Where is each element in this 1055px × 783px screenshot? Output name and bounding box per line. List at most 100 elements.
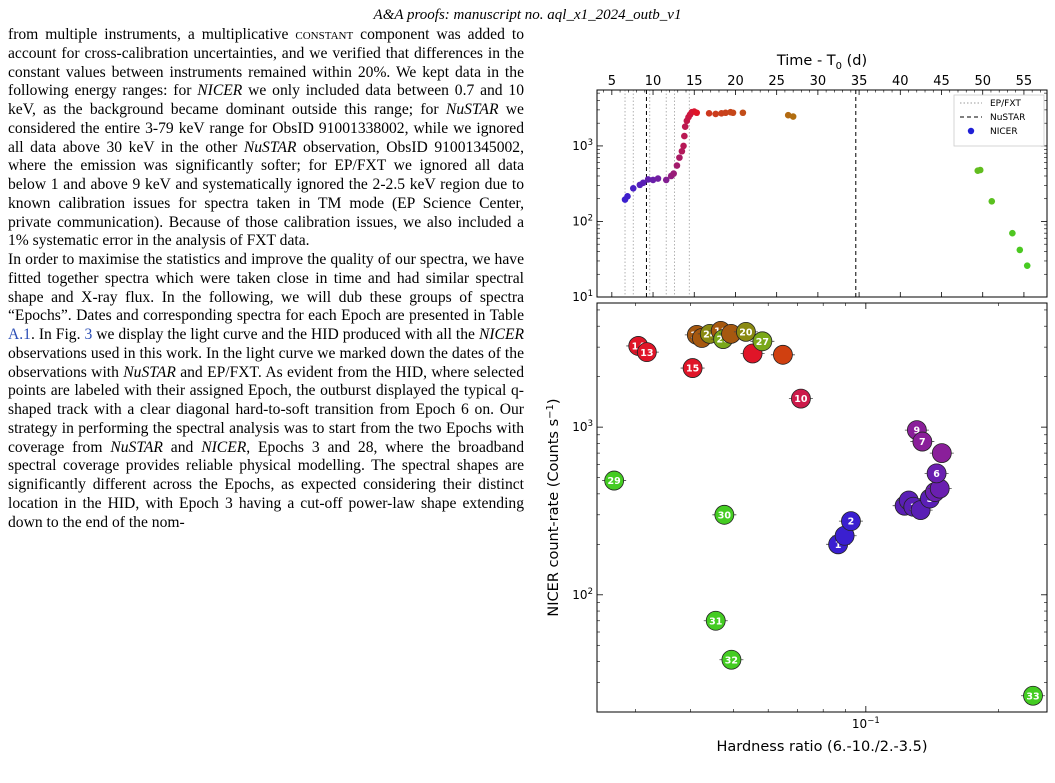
- hid-marker: [714, 504, 735, 525]
- text-run: and: [162, 438, 202, 456]
- paragraph-2: In order to maximise the statistics and …: [8, 251, 524, 532]
- epoch-label: 28: [717, 335, 731, 346]
- light-curve-panel: 5 10 15 20 25 30 35 40 45 50 55 Time - T0 (d) 101 102…: [572, 53, 1048, 304]
- nicer-data-point: [1009, 229, 1016, 237]
- instrument-name: NuSTAR: [123, 363, 176, 381]
- legend-nicer-marker: [967, 127, 975, 135]
- hid-marker: [773, 344, 793, 365]
- y-tick-label: 101: [572, 289, 593, 304]
- nicer-data-point: [681, 132, 688, 140]
- epoch-label: 29: [608, 476, 621, 487]
- legend-box: [953, 94, 1045, 147]
- hid-data-point: 32: [719, 649, 744, 670]
- hid-panel: 291413151624182820271031303212356973310−…: [545, 302, 1048, 755]
- body-text: from multiple instruments, a multiplicat…: [8, 26, 524, 532]
- nicer-data-point: [670, 170, 677, 177]
- hid-data-point: 30: [712, 504, 737, 525]
- text-run: , Epochs 3 and 28, where the broadband s…: [8, 438, 524, 531]
- x-tick-label: 45: [933, 74, 950, 89]
- hid-marker: [604, 470, 625, 491]
- epoch-label: 30: [718, 510, 732, 521]
- nicer-data-point: [654, 175, 662, 182]
- y-tick-label: 103: [572, 419, 593, 434]
- nicer-data-point: [1023, 262, 1031, 269]
- legend-label: NuSTAR: [990, 113, 1025, 123]
- x-tick-label: 35: [851, 74, 868, 89]
- light-curve-legend: EP/FXT NuSTAR NICER: [953, 94, 1045, 147]
- text-run: observation, ObsID 91001345002, where th…: [8, 138, 525, 250]
- nicer-data-point: [649, 176, 657, 184]
- text-run: we display the light curve and the HID p…: [92, 326, 479, 343]
- figure-3: 5 10 15 20 25 30 35 40 45 50 55 Time - T0 (d) 101 102…: [538, 48, 1055, 778]
- hid-data-point: 13: [634, 342, 659, 363]
- hid-marker: [636, 342, 657, 363]
- hid-marker: [752, 331, 773, 352]
- running-head: A&A proofs: manuscript no. aql_x1_2024_o…: [0, 6, 1055, 24]
- x-tick-label: 10: [645, 74, 662, 89]
- text-run: we considered the entire 3-79 keV range …: [8, 101, 524, 156]
- text-run: we only included data between 0.7 and 10…: [8, 82, 525, 118]
- legend-label: NICER: [990, 127, 1018, 137]
- hid-marker: [1023, 685, 1043, 706]
- light-curve-frame: [596, 89, 1048, 298]
- hid-data-point: 27: [750, 331, 775, 352]
- epoch-label: 7: [919, 437, 926, 448]
- x-tick-label: 20: [727, 74, 744, 89]
- hid-frame: [596, 302, 1048, 713]
- epoch-label: 9: [914, 426, 921, 437]
- cross-reference[interactable]: 3: [84, 326, 93, 343]
- nicer-data-point: [712, 110, 719, 118]
- epoch-label: 6: [933, 469, 940, 480]
- x-tick-label: 50: [974, 74, 991, 89]
- model-component: constant: [295, 26, 354, 43]
- text-run: from multiple instruments, a multiplicat…: [8, 26, 296, 43]
- epoch-label: 15: [686, 364, 699, 375]
- epoch-label: 1: [835, 540, 842, 551]
- hid-marker: [931, 443, 952, 464]
- hid-data-point: 20: [733, 321, 758, 342]
- hid-x-label: Hardness ratio (6.-10./2.-3.5): [716, 739, 927, 755]
- nicer-data-point: [662, 176, 670, 184]
- nicer-data-point: [639, 179, 647, 187]
- hid-y-label: NICER count-rate (Counts s−1): [545, 398, 562, 616]
- hid-marker: [705, 610, 726, 631]
- hid-data-point: 2: [838, 511, 863, 532]
- cross-reference[interactable]: A.1: [8, 326, 31, 343]
- epoch-label: 24: [703, 329, 717, 340]
- instrument-name: NICER: [478, 326, 524, 343]
- nicer-data-point: [988, 197, 996, 205]
- hid-data-point: [832, 525, 857, 546]
- epoch-label: 20: [739, 327, 753, 338]
- y-tick-label: 103: [572, 138, 593, 153]
- nicer-data-point: [722, 109, 729, 117]
- nicer-data-point: [789, 113, 797, 120]
- nicer-data-point: [673, 162, 681, 169]
- legend-label: EP/FXT: [990, 99, 1021, 109]
- hid-marker: [912, 431, 933, 452]
- instrument-name: NuSTAR: [445, 101, 499, 118]
- y-tick-label: 102: [572, 587, 593, 602]
- y-tick-label: 102: [572, 213, 593, 228]
- hid-marker: [721, 649, 742, 670]
- nicer-data-point: [624, 193, 631, 200]
- hid-data-point: [770, 344, 795, 365]
- nicer-data-point: [681, 123, 689, 130]
- hid-marker: [926, 463, 947, 484]
- hid-data-point: 15: [680, 358, 705, 378]
- x-tick-label: 5: [608, 74, 616, 89]
- journal-name: A&A proofs:: [373, 7, 450, 23]
- x-tick-label: 30: [810, 74, 827, 89]
- hid-marker: [736, 321, 756, 342]
- hid-data-point: 33: [1021, 685, 1046, 706]
- text-run: and EP/FXT. As evident from the HID, whe…: [8, 363, 525, 456]
- paragraph-1: from multiple instruments, a multiplicat…: [8, 26, 524, 251]
- light-curve-x-label: Time - T0 (d): [776, 53, 867, 72]
- nicer-data-point: [739, 109, 747, 117]
- hid-data-point: 6: [924, 463, 949, 484]
- epoch-label: 13: [640, 348, 653, 359]
- x-tick-label: 15: [686, 74, 703, 89]
- hid-marker: [682, 358, 703, 378]
- nicer-data-point: [693, 109, 701, 117]
- instrument-name: NICER: [197, 82, 243, 100]
- text-run: In order to maximise the statistics and …: [8, 251, 524, 325]
